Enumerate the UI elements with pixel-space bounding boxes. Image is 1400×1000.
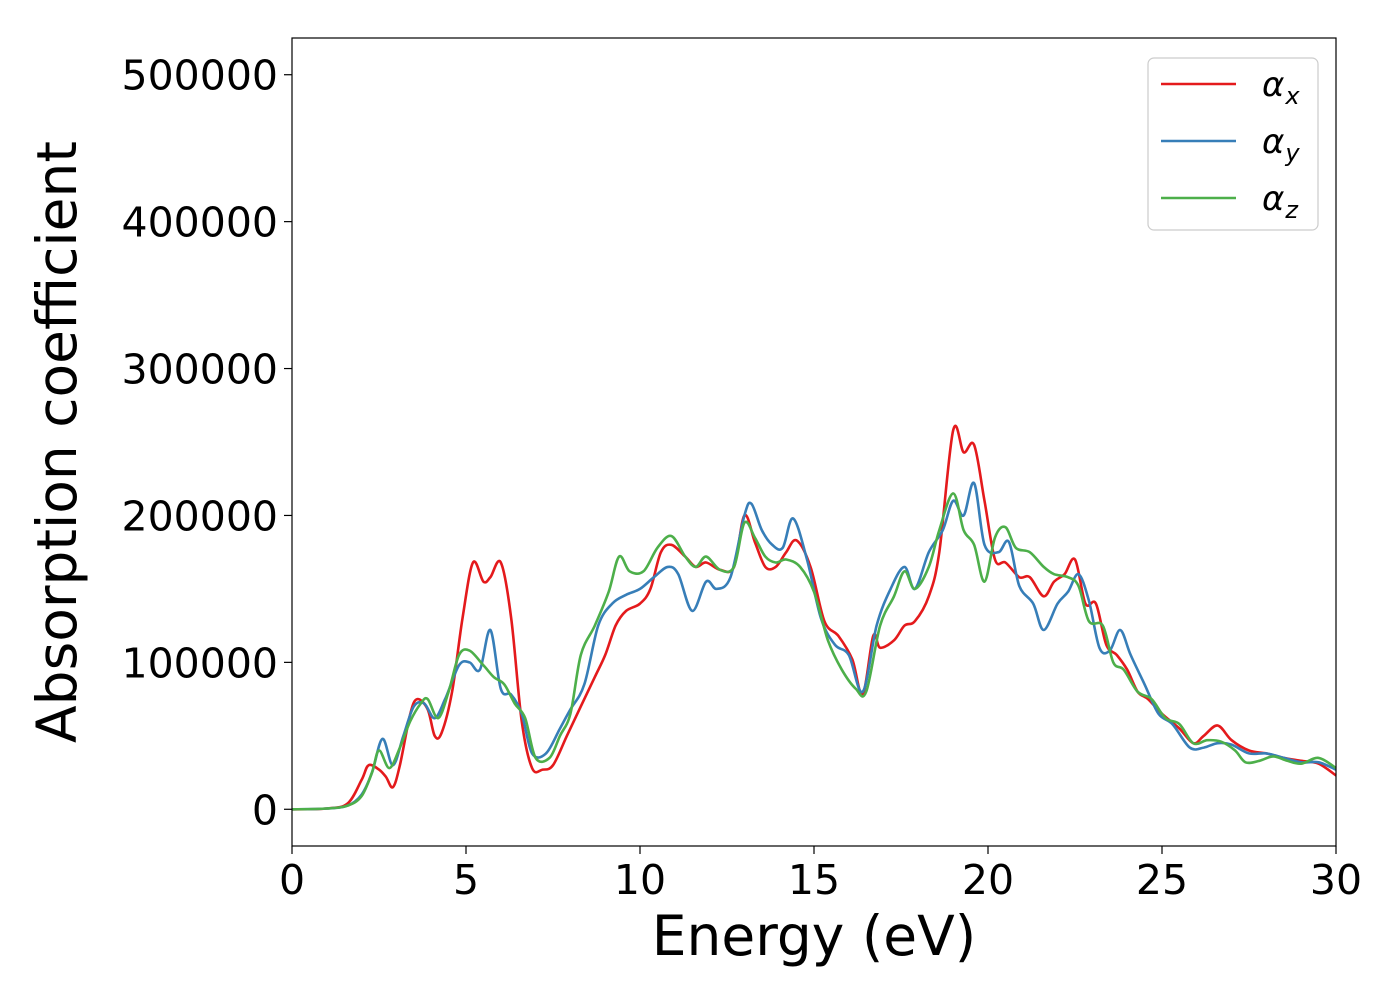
x-tick-label: 25 <box>1136 856 1188 904</box>
legend-box <box>1147 57 1319 231</box>
legend: αx αy αz <box>1147 57 1319 231</box>
x-axis: 0 5 10 15 20 25 30 <box>279 846 1362 904</box>
series-line-x <box>291 424 1337 811</box>
x-tick-label: 15 <box>788 856 840 904</box>
y-tick-label: 200000 <box>121 492 278 540</box>
series-line-z <box>291 492 1337 811</box>
y-tick-label: 0 <box>252 786 278 834</box>
series-layer <box>291 424 1337 811</box>
legend-label-y: αy <box>1262 122 1300 167</box>
x-tick-label: 10 <box>614 856 666 904</box>
y-tick-label: 100000 <box>121 639 278 687</box>
y-axis-title: Absorption coefficient <box>25 141 89 743</box>
y-axis: 0 100000 200000 300000 400000 500000 <box>121 52 292 834</box>
series-line-y <box>291 481 1337 811</box>
x-tick-label: 0 <box>279 856 305 904</box>
y-tick-label: 500000 <box>121 52 278 100</box>
legend-label-z: αz <box>1262 179 1299 224</box>
y-tick-label: 400000 <box>121 199 278 247</box>
x-tick-label: 20 <box>962 856 1014 904</box>
y-tick-label: 300000 <box>121 346 278 394</box>
x-tick-label: 5 <box>453 856 479 904</box>
x-axis-title: Energy (eV) <box>652 904 976 968</box>
x-tick-label: 30 <box>1310 856 1362 904</box>
legend-label-x: αx <box>1262 65 1300 110</box>
